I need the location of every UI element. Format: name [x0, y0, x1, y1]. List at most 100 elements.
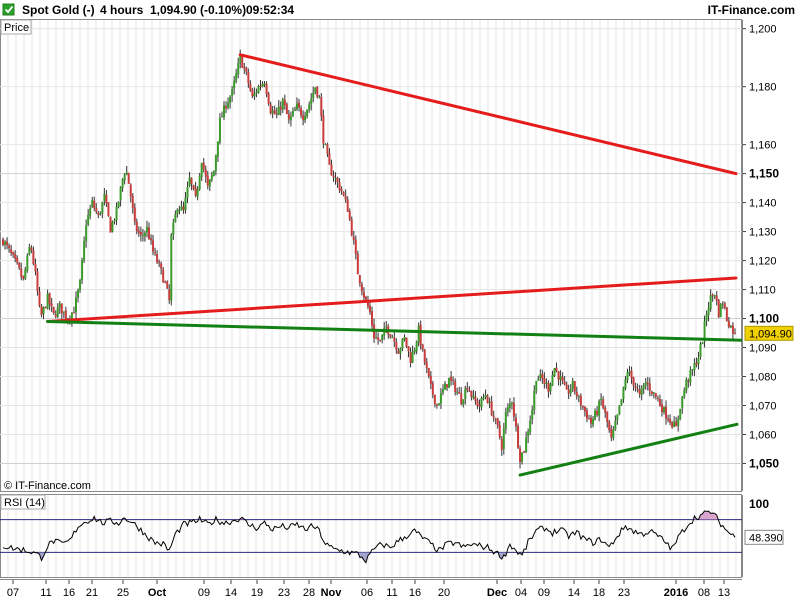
candle-body [606, 411, 609, 423]
candle-body [687, 380, 690, 382]
candle-body [139, 232, 142, 236]
candle-body [729, 326, 732, 328]
checkbox-icon[interactable] [2, 3, 15, 16]
candle-body [628, 371, 631, 374]
candle-body [342, 192, 345, 196]
candle-body [616, 414, 619, 421]
candle-body [344, 195, 347, 200]
last-rsi-marker: 48.390 [744, 529, 784, 545]
candle-body [656, 397, 659, 399]
candle-body [218, 118, 221, 143]
candle-body [133, 207, 136, 222]
candle-body [172, 222, 175, 235]
candle-body [261, 83, 264, 87]
candle-body [431, 383, 434, 395]
x-tick-label: 2016 [664, 587, 688, 599]
candle-body [336, 177, 339, 183]
support-trendline[interactable] [46, 319, 742, 342]
candle-body [490, 401, 493, 416]
candle-body [695, 362, 698, 365]
candle-body [231, 89, 234, 97]
x-tick-label: 14 [225, 587, 237, 599]
candle-body [703, 321, 706, 342]
candle-body [620, 399, 623, 406]
candle-body [379, 339, 382, 341]
candle-body [70, 312, 73, 321]
candle-body [433, 394, 436, 405]
last-price-label: 1,094.90 [749, 328, 792, 340]
candle-body [448, 377, 451, 388]
x-tick-label: 07 [7, 587, 19, 599]
candle-body [275, 113, 278, 115]
candle-body [583, 406, 586, 412]
candle-body [314, 87, 317, 93]
candle-body [32, 250, 35, 264]
candle-body [95, 207, 98, 212]
candle-body [701, 342, 704, 345]
support-trendline[interactable] [518, 422, 739, 477]
candle-body [559, 376, 562, 380]
candle-body [332, 175, 335, 178]
candle-body [587, 418, 590, 420]
candle-body [691, 369, 694, 371]
timeframe-label[interactable]: 4 hours [100, 3, 144, 17]
candle-body [368, 305, 371, 313]
candle-body [446, 384, 449, 388]
candle-body [561, 376, 564, 381]
candle-body [592, 419, 595, 425]
candle-body [109, 216, 112, 233]
x-tick-label: 09 [198, 587, 210, 599]
candle-body [415, 341, 418, 351]
candle-body [709, 295, 712, 309]
candle-body [610, 428, 613, 438]
candle-body [101, 202, 104, 214]
candle-body [456, 391, 459, 393]
candle-body [334, 178, 337, 180]
candle-body [421, 344, 424, 350]
resistance-trendline[interactable] [46, 276, 738, 323]
candle-body [612, 429, 615, 439]
y-tick-label: 1,050 [749, 456, 779, 470]
candle-body [127, 172, 130, 184]
candle-body [683, 390, 686, 397]
candle-body [320, 97, 323, 117]
candle-body [93, 200, 96, 208]
price-panel-label: Price [4, 22, 29, 34]
candle-body [34, 263, 37, 272]
resistance-trendline[interactable] [238, 53, 738, 176]
candle-body [291, 110, 294, 116]
candle-body [725, 307, 728, 321]
candle-body [733, 332, 736, 334]
candle-body [328, 153, 331, 165]
candle-body [164, 281, 167, 283]
x-tick-label: 16 [63, 587, 75, 599]
candle-body [377, 337, 380, 340]
candle-body [508, 403, 511, 409]
candle-body [46, 293, 49, 309]
candle-body [662, 407, 665, 413]
candle-body [512, 402, 515, 417]
candle-body [638, 389, 641, 395]
candle-body [233, 80, 236, 89]
candle-body [249, 83, 252, 91]
candle-body [630, 370, 633, 379]
candle-body [324, 144, 327, 146]
y-tick-label: 1,160 [749, 140, 777, 152]
candle-body [265, 83, 268, 95]
candle-body [677, 418, 680, 426]
candle-body [517, 425, 520, 448]
candle-body [113, 219, 116, 222]
candle-body [549, 384, 552, 392]
x-tick-label: 16 [409, 587, 421, 599]
candle-body [214, 155, 217, 172]
x-tick-label: 14 [568, 587, 580, 599]
x-tick-label: 08 [698, 587, 710, 599]
candle-body [395, 341, 398, 350]
candle-body [427, 367, 430, 377]
candle-body [105, 194, 108, 204]
rsi-tick-label: 100 [749, 497, 769, 511]
candle-body [330, 164, 333, 176]
x-tick-label: 20 [438, 587, 450, 599]
candle-body [403, 336, 406, 340]
